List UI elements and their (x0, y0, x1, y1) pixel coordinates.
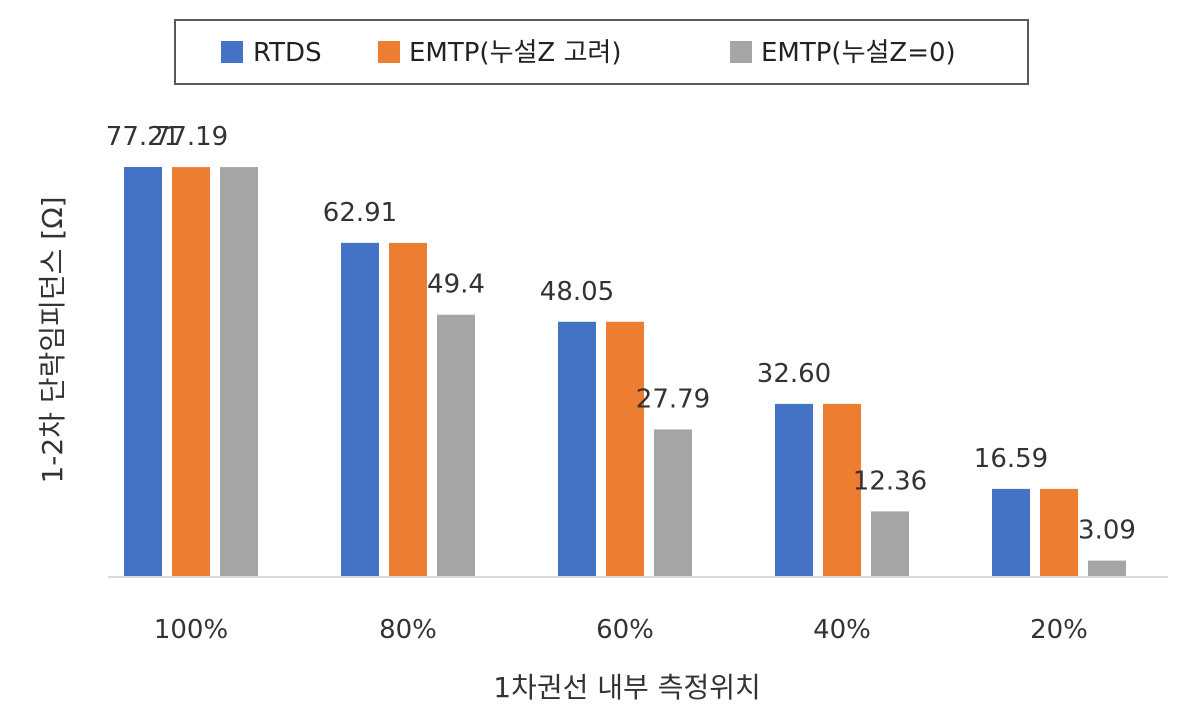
data-label-rtds: 62.91 (323, 198, 397, 228)
data-label-rtds: 48.05 (540, 277, 614, 307)
x-tick-label: 40% (813, 615, 871, 645)
bar-emtp-leakage (389, 242, 427, 577)
legend: RTDS EMTP(누설Z 고려) EMTP(누설Z=0) (174, 19, 1029, 85)
legend-item-rtds: RTDS (221, 38, 322, 68)
legend-swatch-emtp-leakage (378, 41, 400, 63)
data-label-rtds: 77.21 (106, 122, 180, 152)
legend-box (174, 19, 1029, 85)
bar-emtp-zero (871, 511, 909, 577)
data-label-emtp-zero: 12.36 (853, 466, 927, 496)
data-label-rtds: 16.59 (974, 444, 1048, 474)
bar-emtp-leakage (823, 403, 861, 577)
x-tick-label: 20% (1030, 615, 1088, 645)
bar-emtp-leakage (172, 167, 210, 577)
legend-swatch-emtp-zero (730, 41, 752, 63)
data-label-emtp-zero: 49.4 (427, 270, 485, 300)
y-axis-title: 1-2차 단락임피던스 [Ω] (36, 196, 69, 483)
legend-item-emtp-leakage: EMTP(누설Z 고려) (378, 38, 621, 68)
bar-emtp-leakage (606, 321, 644, 577)
legend-item-emtp-zero: EMTP(누설Z=0) (730, 38, 956, 68)
bar-emtp-leakage (1040, 488, 1078, 577)
x-axis-title: 1차권선 내부 측정위치 (493, 671, 760, 704)
bar-emtp-zero (654, 429, 692, 577)
data-label-emtp-zero: 27.79 (636, 384, 710, 414)
data-label-emtp-leakage: 77.19 (154, 122, 228, 152)
legend-label-rtds: RTDS (253, 38, 322, 68)
bar-rtds (558, 321, 596, 577)
bar-rtds (992, 488, 1030, 577)
legend-swatch-rtds (221, 41, 243, 63)
bar-emtp-zero (437, 314, 475, 577)
x-tick-label: 80% (379, 615, 437, 645)
data-label-emtp-zero: 3.09 (1078, 516, 1136, 546)
bar-rtds (341, 242, 379, 577)
bar-emtp-zero (1088, 560, 1126, 577)
x-tick-label: 100% (154, 615, 228, 645)
legend-label-emtp-zero: EMTP(누설Z=0) (761, 38, 956, 68)
x-tick-label-group: 100% 80% 60% 40% 20% (154, 615, 1088, 645)
legend-label-emtp-leakage: EMTP(누설Z 고려) (409, 38, 621, 68)
bar-emtp-zero (220, 167, 258, 577)
bar-rtds (124, 167, 162, 577)
x-tick-label: 60% (596, 615, 654, 645)
bar-group (124, 167, 1126, 577)
data-label-rtds: 32.60 (757, 359, 831, 389)
bar-rtds (775, 403, 813, 577)
